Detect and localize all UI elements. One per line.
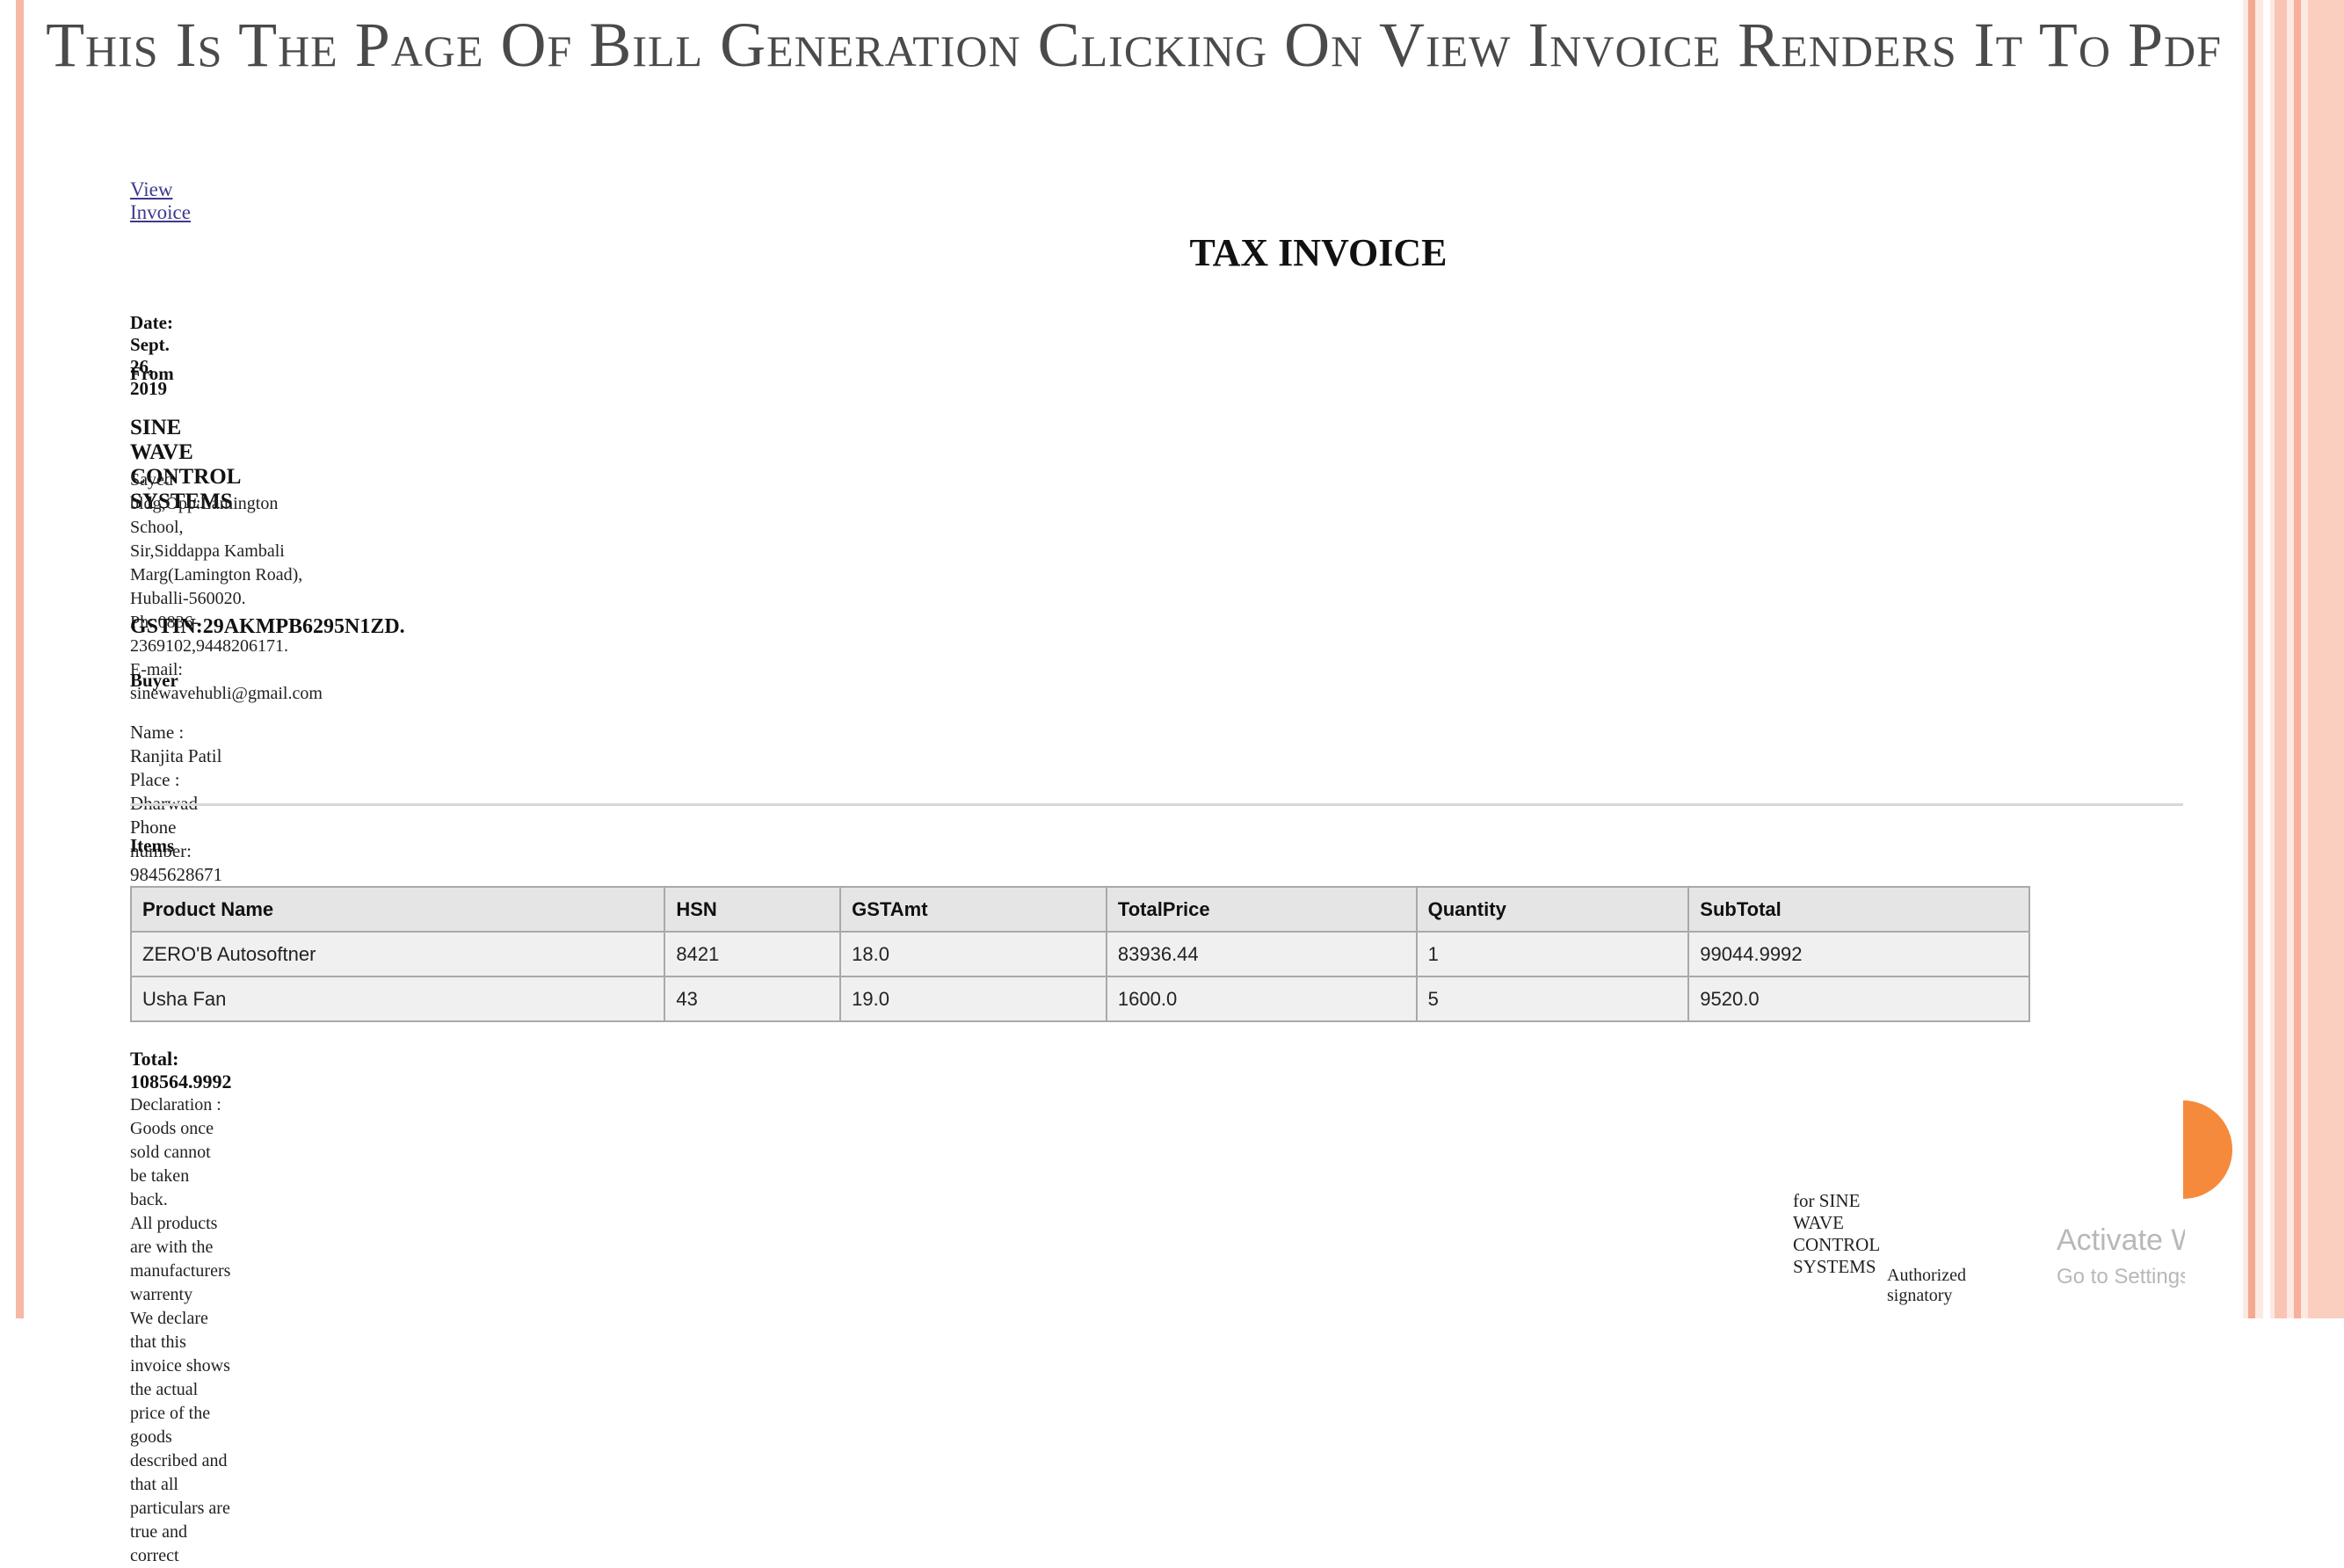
buyer-label: Buyer: [130, 670, 178, 691]
header-total-price: TotalPrice: [1105, 886, 1418, 933]
slide-left-border: [0, 0, 26, 1318]
items-table: Product Name HSN GSTAmt TotalPrice Quant…: [129, 886, 2030, 1022]
declaration: Declaration : Goods once sold cannot be …: [130, 1093, 230, 1568]
address-phone: Ph: 0836-2369102,9448206171.: [130, 613, 288, 656]
header-subtotal: SubTotal: [1687, 886, 2030, 933]
watermark-line1: Activate Windows: [2057, 1223, 2185, 1257]
items-label: Items: [130, 835, 175, 856]
seller-company-name: SINE WAVE CONTROL SYSTEMS: [130, 416, 241, 513]
cell-quantity: 1: [1415, 931, 1690, 977]
authorized-signatory: Authorized signatory: [1887, 1266, 1966, 1305]
cell-gst-amt: 18.0: [839, 931, 1107, 977]
address-email: E-mail: sinewavehubli@gmail.com: [130, 660, 323, 703]
declaration-line: All products are with the manufacturers …: [130, 1214, 231, 1304]
section-divider: [130, 803, 2183, 806]
address-line: Sayed bldg,Opp:Lamington School,: [130, 470, 279, 537]
address-line: Huballi-560020.: [130, 589, 246, 608]
invoice-date: Date: Sept. 26, 2019: [130, 312, 173, 399]
gstin: GSTIN:29AKMPB6295N1ZD.: [130, 615, 405, 638]
slide-accent-circle: [2183, 1100, 2232, 1199]
right-border-band: [2248, 0, 2255, 1318]
cell-subtotal: 99044.9992: [1687, 931, 2030, 977]
cell-total-price: 1600.0: [1105, 976, 1418, 1022]
cell-hsn: 43: [664, 976, 842, 1022]
view-invoice-link[interactable]: View Invoice: [130, 178, 191, 223]
cell-gst-amt: 19.0: [839, 976, 1107, 1022]
buyer-name: Name : Ranjita Patil: [130, 722, 222, 766]
declaration-line: We declare that this invoice shows the a…: [130, 1309, 230, 1447]
activate-windows-watermark: Activate Windows Go to Settings to activ…: [2057, 1223, 2185, 1311]
left-border-band: [16, 0, 24, 1318]
table-row: Usha Fan 43 19.0 1600.0 5 9520.0: [129, 976, 2030, 1022]
right-border-band: [2275, 0, 2287, 1318]
table-header-row: Product Name HSN GSTAmt TotalPrice Quant…: [129, 886, 2030, 933]
slide-title: This Is The Page Of Bill Generation Clic…: [46, 10, 2222, 80]
header-product-name: Product Name: [129, 886, 666, 933]
declaration-line: Declaration : Goods once sold cannot be …: [130, 1095, 221, 1209]
cell-subtotal: 9520.0: [1687, 976, 2030, 1022]
watermark-line2: Go to Settings to activate Windows.: [2057, 1265, 2185, 1289]
slide-right-border: [2243, 0, 2344, 1318]
tax-invoice-heading: TAX INVOICE: [1189, 231, 1448, 274]
buyer-place: Place : Dharwad: [130, 769, 198, 814]
from-label: From: [130, 363, 174, 384]
invoice-total: Total: 108564.9992: [130, 1048, 232, 1093]
cell-quantity: 5: [1415, 976, 1690, 1022]
cell-product-name: Usha Fan: [129, 976, 666, 1022]
address-line: Sir,Siddappa Kambali Marg(Lamington Road…: [130, 541, 303, 584]
right-border-band: [2308, 0, 2344, 1318]
right-border-gap: [2263, 0, 2270, 1318]
header-hsn: HSN: [664, 886, 842, 933]
right-border-band: [2294, 0, 2301, 1318]
seller-address: Sayed bldg,Opp:Lamington School, Sir,Sid…: [130, 468, 323, 706]
header-quantity: Quantity: [1415, 886, 1690, 933]
header-gst-amt: GSTAmt: [839, 886, 1107, 933]
cell-total-price: 83936.44: [1105, 931, 1418, 977]
table-row: ZERO'B Autosoftner 8421 18.0 83936.44 1 …: [129, 931, 2030, 977]
declaration-line: described and that all particulars are t…: [130, 1451, 230, 1565]
cell-hsn: 8421: [664, 931, 842, 977]
buyer-phone: Phone number: 9845628671: [130, 817, 222, 885]
cell-product-name: ZERO'B Autosoftner: [129, 931, 666, 977]
for-company-label: for SINE WAVE CONTROL SYSTEMS: [1793, 1190, 1880, 1277]
